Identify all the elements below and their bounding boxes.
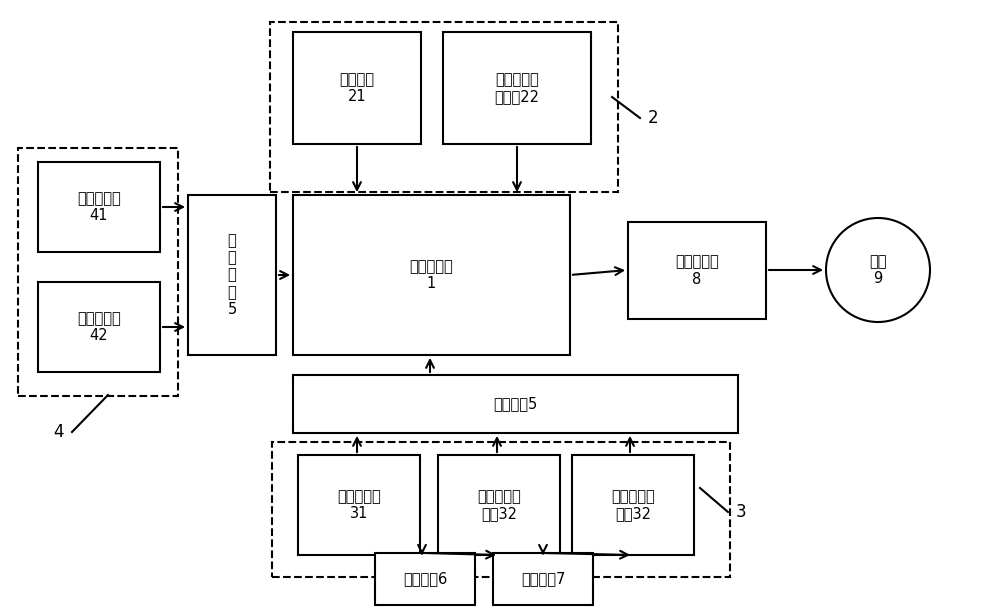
Bar xyxy=(293,375,738,433)
Bar xyxy=(38,282,160,372)
Text: 车速传感器
31: 车速传感器 31 xyxy=(337,489,381,521)
Text: 整车控制器
1: 整车控制器 1 xyxy=(410,259,453,291)
Text: 巡航开关
21: 巡航开关 21 xyxy=(340,72,374,104)
Bar xyxy=(438,455,560,555)
Ellipse shape xyxy=(826,218,930,322)
Text: 4: 4 xyxy=(54,423,64,441)
Bar xyxy=(188,195,276,355)
Text: 巡航速度调
整开关22: 巡航速度调 整开关22 xyxy=(494,72,540,104)
Bar xyxy=(493,553,593,605)
Bar xyxy=(443,32,591,144)
Bar xyxy=(293,32,421,144)
Bar xyxy=(293,195,570,355)
Bar xyxy=(298,455,420,555)
Bar xyxy=(270,22,618,192)
Text: 测距传感器
41: 测距传感器 41 xyxy=(77,191,121,223)
Bar xyxy=(375,553,475,605)
Text: 踏板位置传
感器32: 踏板位置传 感器32 xyxy=(477,489,521,521)
Text: 电机控制器
8: 电机控制器 8 xyxy=(675,254,719,287)
Text: 3: 3 xyxy=(736,503,747,521)
Bar xyxy=(572,455,694,555)
Bar xyxy=(18,148,178,396)
Bar xyxy=(628,222,766,319)
Bar xyxy=(272,442,730,577)
Text: 电机
9: 电机 9 xyxy=(869,254,887,286)
Text: 电流传感器
42: 电流传感器 42 xyxy=(77,311,121,343)
Text: 2: 2 xyxy=(648,109,659,127)
Bar xyxy=(38,162,160,252)
Text: 无线传输5: 无线传输5 xyxy=(493,397,538,411)
Text: 制动踏板7: 制动踏板7 xyxy=(521,571,565,587)
Text: 无
线
传
输
5: 无 线 传 输 5 xyxy=(227,232,237,317)
Text: 加速踏板6: 加速踏板6 xyxy=(403,571,447,587)
Text: 踏板位置传
感器32: 踏板位置传 感器32 xyxy=(611,489,655,521)
